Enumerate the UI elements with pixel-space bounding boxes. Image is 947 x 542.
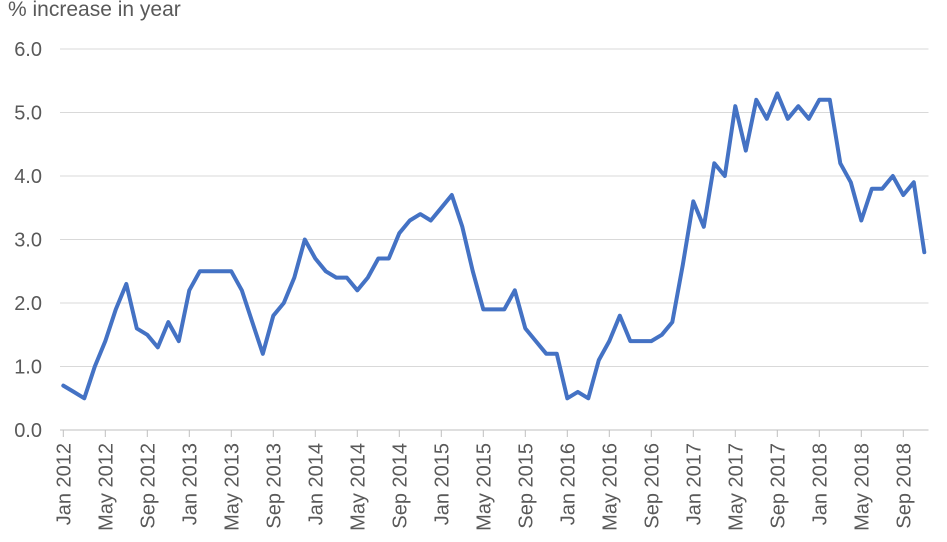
x-axis-tick-label: Sep 2016 — [641, 443, 663, 529]
x-axis-tick-label: Sep 2014 — [389, 443, 411, 529]
chart-title: % increase in year — [8, 0, 181, 21]
x-axis-tick-label: Jan 2012 — [53, 443, 75, 525]
x-axis-tick-label: Jan 2016 — [557, 443, 579, 525]
y-axis-tick-label: 5.0 — [14, 103, 42, 125]
y-axis-tick-label: 6.0 — [14, 39, 42, 61]
x-axis-tick-label: Jan 2017 — [683, 443, 705, 525]
y-axis-tick-label: 0.0 — [14, 420, 42, 442]
x-axis-tick-label: Jan 2014 — [305, 443, 327, 525]
x-axis-tick-label: Sep 2018 — [893, 443, 915, 529]
x-axis-tick-label: May 2012 — [95, 443, 117, 531]
x-axis-tick-label: Sep 2012 — [137, 443, 159, 529]
x-axis-tick-label: May 2016 — [599, 443, 621, 531]
x-axis-tick-label: Sep 2017 — [767, 443, 789, 529]
x-axis-tick-label: May 2018 — [851, 443, 873, 531]
x-axis-tick-label: Jan 2015 — [431, 443, 453, 525]
x-axis-tick-label: Jan 2018 — [809, 443, 831, 525]
x-axis-tick-label: May 2014 — [347, 443, 369, 531]
y-axis-tick-label: 4.0 — [14, 166, 42, 188]
x-axis-tick-label: May 2017 — [725, 443, 747, 531]
x-axis-tick-label: May 2013 — [221, 443, 243, 531]
y-axis-tick-label: 3.0 — [14, 230, 42, 252]
x-axis-tick-label: Sep 2015 — [515, 443, 537, 529]
data-series-line — [61, 91, 927, 401]
x-axis-tick-label: Sep 2013 — [263, 443, 285, 529]
x-axis-tick-label: May 2015 — [473, 443, 495, 531]
y-axis-tick-label: 2.0 — [14, 293, 42, 315]
y-axis-tick-label: 1.0 — [14, 357, 42, 379]
x-axis-tick-label: Jan 2013 — [179, 443, 201, 525]
